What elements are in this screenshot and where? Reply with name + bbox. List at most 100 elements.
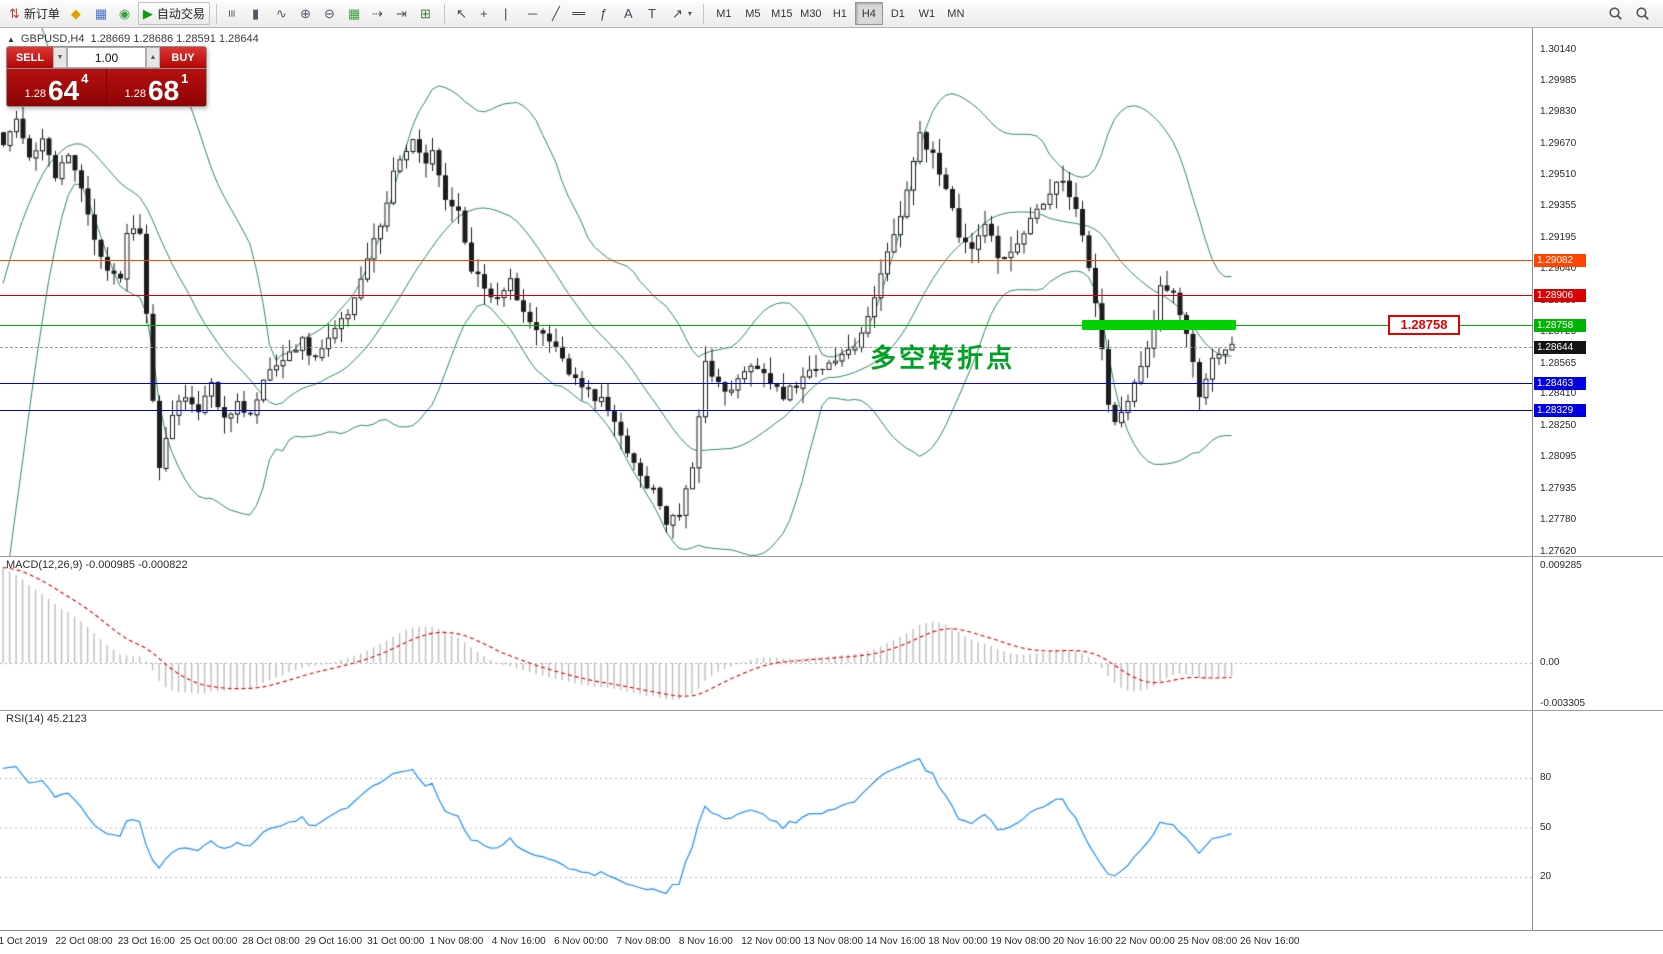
symbol-search-icon xyxy=(1609,7,1622,20)
timeframe-mn-button[interactable]: MN xyxy=(942,2,970,25)
price-tick-label: 1.28565 xyxy=(1540,357,1577,369)
equidistant-channel-button[interactable]: ∥ xyxy=(571,2,594,25)
timeframe-m5-label: M5 xyxy=(745,7,761,20)
zoom-out-button[interactable]: ⊖ xyxy=(319,2,342,25)
buy-button[interactable]: BUY xyxy=(160,47,206,68)
timeframe-w1-label: W1 xyxy=(918,7,936,20)
market-watch-button[interactable]: ▦ xyxy=(90,2,113,25)
price-callout-box[interactable]: 1.28758 xyxy=(1387,315,1460,336)
timeframe-m30-button[interactable]: M30 xyxy=(797,2,825,25)
horizontal-level-line[interactable] xyxy=(0,410,1532,412)
price-tick-label: 1.30140 xyxy=(1540,43,1577,55)
volume-up-button[interactable]: ▲ xyxy=(146,47,160,68)
time-tick-label: 22 Nov 00:00 xyxy=(1115,936,1175,947)
timeframe-d1-button[interactable]: D1 xyxy=(884,2,912,25)
chinese-annotation[interactable]: 多空转折点 xyxy=(870,342,1016,373)
time-tick-label: 4 Nov 16:00 xyxy=(491,936,546,947)
horizontal-level-line[interactable] xyxy=(0,260,1532,262)
horizontal-level-line[interactable] xyxy=(0,295,1532,297)
volume-input[interactable] xyxy=(67,47,146,68)
navigator-button[interactable]: ◉ xyxy=(114,2,137,25)
metaeditor-button[interactable]: ◆ xyxy=(66,2,89,25)
fibonacci-button[interactable]: ƒ xyxy=(595,2,618,25)
chart-search-button[interactable] xyxy=(1630,2,1655,25)
horizontal-level-line[interactable] xyxy=(0,324,1532,326)
time-tick-label: 21 Oct 2019 xyxy=(0,936,48,947)
indicators-button[interactable]: ⊞ xyxy=(415,2,438,25)
horizontal-line-button[interactable]: ─ xyxy=(523,2,546,25)
time-tick-label: 1 Nov 08:00 xyxy=(429,936,484,947)
horizontal-level-line[interactable] xyxy=(0,383,1532,385)
cursor-button[interactable]: ↖ xyxy=(451,2,474,25)
chart-shift-button[interactable]: ⇥ xyxy=(391,2,414,25)
symbol-period-label: GBPUSD,H4 xyxy=(20,33,85,45)
macd-indicator-canvas[interactable] xyxy=(0,557,1532,710)
timeframe-m1-button[interactable]: M1 xyxy=(710,2,738,25)
sell-button[interactable]: SELL xyxy=(7,47,53,68)
volume-down-button[interactable]: ▼ xyxy=(53,47,67,68)
timeframe-mn-label: MN xyxy=(947,7,965,20)
price-tick-label: 1.29195 xyxy=(1540,232,1577,244)
new-order-button[interactable]: ⇅ 新订单 xyxy=(4,2,65,25)
auto-scroll-icon: ⇢ xyxy=(371,6,383,21)
time-tick-label: 13 Nov 08:00 xyxy=(803,936,864,947)
arrows-button[interactable]: ↗ ▾ xyxy=(667,2,697,25)
timeframe-m15-button[interactable]: M15 xyxy=(768,2,796,25)
vertical-line-button[interactable]: | xyxy=(499,2,522,25)
main-price-canvas[interactable] xyxy=(0,28,1532,556)
timeframe-m5-button[interactable]: M5 xyxy=(739,2,767,25)
sell-price-panel[interactable]: 1.28 64 4 xyxy=(7,69,106,106)
autotrading-button[interactable]: ▶ 自动交易 xyxy=(137,2,210,25)
price-tick-label: 1.29670 xyxy=(1540,137,1577,149)
rsi-indicator-canvas[interactable] xyxy=(0,711,1532,930)
main-macd-splitter[interactable] xyxy=(0,556,1663,557)
tile-windows-icon: ▦ xyxy=(347,6,361,21)
timeframe-h4-button[interactable]: H4 xyxy=(854,2,883,25)
line-price-label: 1.28644 xyxy=(1534,341,1586,355)
tile-windows-button[interactable]: ▦ xyxy=(343,2,366,25)
trendline-button[interactable]: ╱ xyxy=(547,2,570,25)
time-tick-label: 20 Nov 16:00 xyxy=(1052,936,1113,947)
timeframe-h4-label: H4 xyxy=(861,7,876,20)
price-tick-label: 1.29510 xyxy=(1540,169,1577,181)
time-tick-label: 19 Nov 08:00 xyxy=(990,936,1051,947)
time-tick-label: 22 Oct 08:00 xyxy=(55,936,113,947)
text-button[interactable]: A xyxy=(619,2,642,25)
text-label-button[interactable]: T xyxy=(643,2,666,25)
bar-chart-button[interactable]: ≡ xyxy=(223,2,246,25)
equidistant-channel-icon: ∥ xyxy=(571,10,587,17)
time-tick-label: 12 Nov 00:00 xyxy=(741,936,801,947)
price-tick-label: 1.28095 xyxy=(1540,451,1577,463)
macd-rsi-splitter[interactable] xyxy=(0,710,1663,711)
buy-price-pip: 1 xyxy=(181,71,189,86)
arrows-icon: ↗ xyxy=(671,6,683,21)
autotrading-icon: ▶ xyxy=(142,6,153,21)
bid-price-line xyxy=(0,347,1532,349)
price-tick-label: 1.27620 xyxy=(1540,545,1577,557)
timeframe-h1-label: H1 xyxy=(832,7,847,20)
crosshair-button[interactable]: + xyxy=(475,2,498,25)
sell-price-big: 64 xyxy=(48,75,80,107)
new-order-label: 新订单 xyxy=(23,7,60,21)
candlestick-chart-button[interactable]: ▮ xyxy=(247,2,270,25)
chart-plot-area[interactable]: ▲ GBPUSD,H4 1.28669 1.28686 1.28591 1.28… xyxy=(0,28,1532,930)
line-chart-button[interactable]: ∿ xyxy=(271,2,294,25)
symbol-search-button[interactable] xyxy=(1603,2,1628,25)
toolbar-separator xyxy=(443,3,445,24)
symbol-arrow-icon: ▲ xyxy=(7,34,15,44)
text-icon: A xyxy=(623,6,633,21)
zoom-in-button[interactable]: ⊕ xyxy=(295,2,318,25)
dropdown-caret-icon: ▾ xyxy=(687,9,692,18)
macd-axis-label: -0.003305 xyxy=(1540,698,1586,709)
one-click-trading-panel: SELL ▼ ▲ BUY 1.28 64 4 1.28 68 1 xyxy=(6,46,207,107)
time-axis[interactable]: 21 Oct 2019 22 Oct 08:00 23 Oct 16:00 25 Oc… xyxy=(0,930,1663,954)
time-tick-label: 6 Nov 00:00 xyxy=(554,936,609,947)
price-axis[interactable]: 1.30140 1.29985 1.29830 1.29670 1.29510 1.293… xyxy=(1532,28,1663,930)
time-tick-label: 7 Nov 08:00 xyxy=(616,936,671,947)
buy-price-panel[interactable]: 1.28 68 1 xyxy=(107,69,206,106)
timeframe-w1-button[interactable]: W1 xyxy=(913,2,941,25)
auto-scroll-button[interactable]: ⇢ xyxy=(367,2,390,25)
timeframe-h1-button[interactable]: H1 xyxy=(826,2,854,25)
new-order-icon: ⇅ xyxy=(9,6,20,21)
green-highlight-bar[interactable] xyxy=(1081,320,1237,331)
